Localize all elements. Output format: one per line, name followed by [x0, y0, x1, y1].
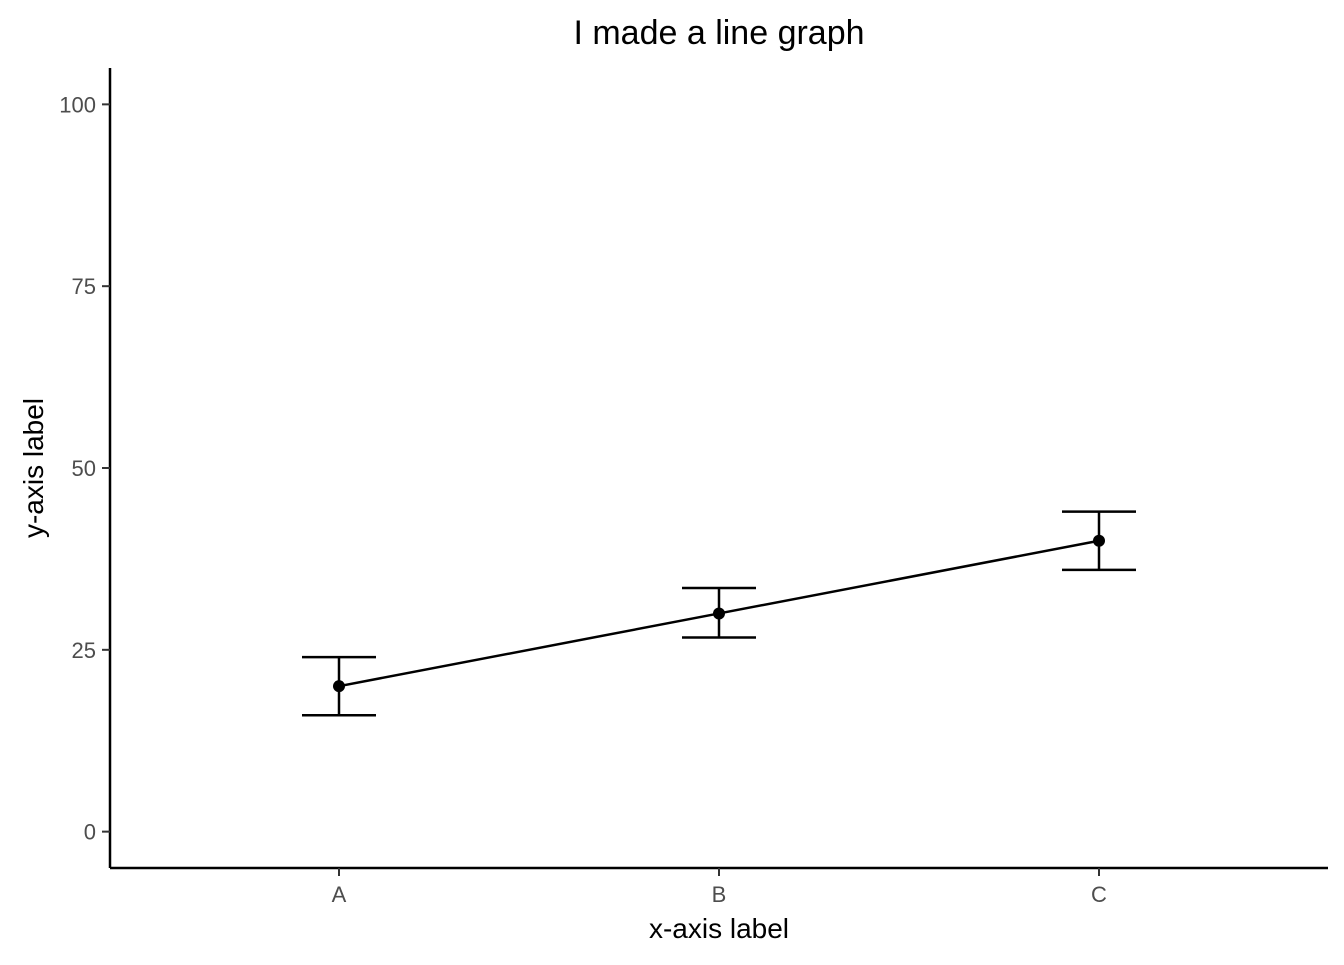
- chart-title: I made a line graph: [573, 14, 864, 52]
- y-tick-label: 0: [84, 820, 96, 845]
- plot-area: 0 25 50 75 100 A B C: [59, 68, 1328, 907]
- y-tick-label: 100: [59, 92, 96, 117]
- data-point: [333, 680, 345, 693]
- y-axis-title: y-axis label: [18, 398, 49, 538]
- y-tick-label: 25: [72, 638, 96, 663]
- x-axis-title: x-axis label: [649, 913, 789, 944]
- y-tick-label: 75: [72, 274, 96, 299]
- y-tick-label: 50: [72, 456, 96, 481]
- x-tick-label: C: [1091, 882, 1107, 907]
- x-tick-label: B: [712, 882, 727, 907]
- data-point: [713, 607, 725, 620]
- data-point: [1093, 534, 1105, 547]
- x-tick-label: A: [332, 882, 347, 907]
